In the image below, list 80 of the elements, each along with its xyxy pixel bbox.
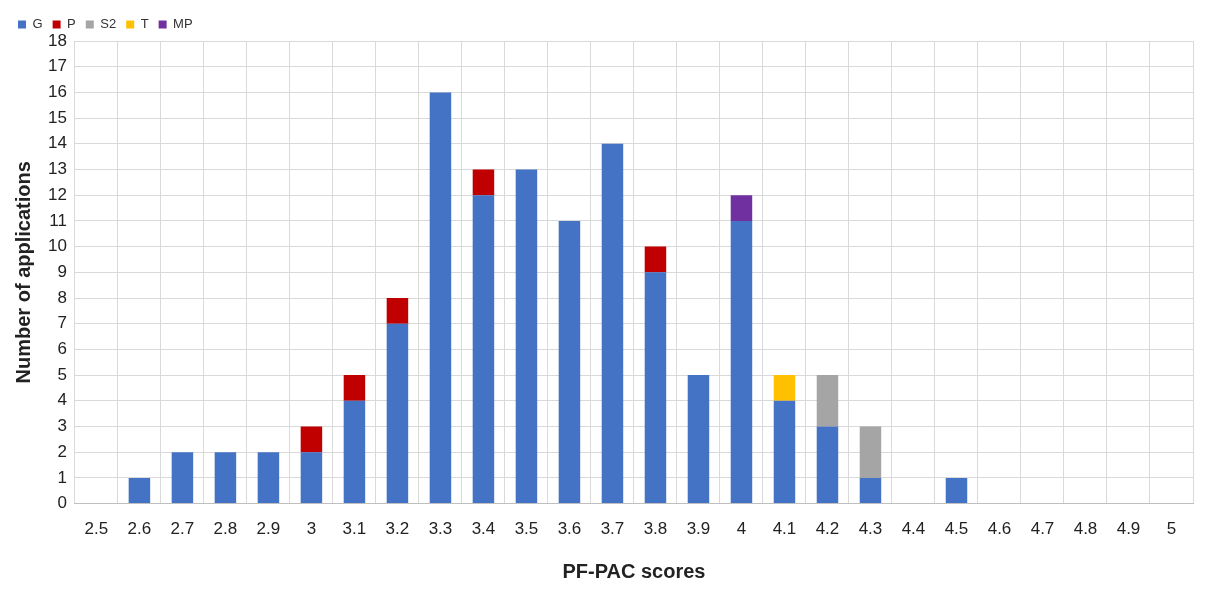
y-tick-label: 1 [57, 467, 67, 487]
bar [343, 400, 366, 504]
bar [343, 375, 366, 401]
bar [644, 246, 667, 273]
y-tick-label: 11 [49, 210, 67, 230]
x-tick-label: 4 [736, 519, 747, 539]
bar [171, 452, 194, 504]
bar [386, 298, 409, 324]
bar [601, 143, 624, 504]
bar [816, 375, 839, 427]
x-tick-label: 5 [1166, 519, 1177, 539]
bar [515, 169, 538, 504]
bar [300, 426, 323, 453]
y-tick-label: 5 [57, 364, 67, 384]
x-tick-label: 3 [306, 519, 317, 539]
x-tick-label: 2.8 [213, 519, 238, 539]
y-tick-label: 9 [57, 261, 67, 281]
x-tick-label: 3.8 [643, 519, 668, 539]
y-tick-label: 7 [57, 313, 67, 333]
y-tick-label: 8 [57, 287, 67, 307]
y-tick-label: 17 [47, 56, 67, 76]
x-tick-label: 4.9 [1116, 519, 1141, 539]
y-tick-label: 12 [47, 184, 67, 204]
y-tick-label: 10 [47, 236, 67, 256]
bar [945, 477, 968, 504]
y-tick-label: 13 [47, 159, 67, 179]
x-tick-label: 3.2 [385, 519, 410, 539]
x-tick-label: 4.5 [944, 519, 969, 539]
y-tick-label: 4 [57, 390, 67, 410]
x-tick-label: 3.4 [471, 519, 496, 539]
bar [644, 272, 667, 504]
bar [730, 220, 753, 504]
x-tick-label: 2.9 [256, 519, 281, 539]
x-tick-label: 3.3 [428, 519, 453, 539]
x-tick-label: 4.7 [1030, 519, 1055, 539]
bar [859, 477, 882, 504]
bar [300, 452, 323, 504]
bar [816, 426, 839, 504]
bar [128, 477, 151, 504]
bar [257, 452, 280, 504]
x-tick-label: 3.6 [557, 519, 582, 539]
x-tick-label: 4.6 [987, 519, 1012, 539]
x-tick-label: 4.3 [858, 519, 883, 539]
x-tick-label: 4.4 [901, 519, 926, 539]
x-tick-label: 2.6 [127, 519, 152, 539]
x-tick-label: 3.1 [342, 519, 367, 539]
bar [472, 169, 495, 196]
bar [558, 220, 581, 504]
bar [687, 375, 710, 504]
x-axis-title: PF-PAC scores [562, 559, 706, 582]
legend-label: P [67, 16, 76, 32]
bar [472, 195, 495, 504]
y-tick-label: 18 [47, 30, 67, 50]
x-tick-label: 4.1 [772, 519, 797, 539]
x-tick-label: 2.7 [170, 519, 195, 539]
legend-label: G [32, 16, 43, 32]
bar [214, 452, 237, 504]
bar [859, 426, 882, 478]
bar [730, 195, 753, 221]
x-tick-label: 4.8 [1073, 519, 1098, 539]
bar [773, 375, 796, 401]
bar [386, 323, 409, 504]
x-tick-label: 3.7 [600, 519, 625, 539]
y-tick-label: 3 [57, 416, 67, 436]
x-tick-label: 4.2 [815, 519, 840, 539]
y-tick-label: 14 [47, 133, 67, 153]
y-tick-label: 15 [47, 107, 67, 127]
legend-label: S2 [100, 16, 117, 32]
x-tick-label: 2.5 [84, 519, 109, 539]
x-tick-label: 3.9 [686, 519, 711, 539]
x-tick-label: 3.5 [514, 519, 539, 539]
legend-label: T [140, 16, 149, 32]
y-tick-label: 6 [57, 339, 67, 359]
y-axis-title: Number of applications [11, 161, 34, 384]
bar [773, 400, 796, 504]
y-tick-label: 16 [47, 82, 67, 102]
legend-label: MP [173, 16, 193, 32]
bar [429, 92, 452, 504]
y-tick-label: 0 [57, 493, 67, 513]
y-tick-label: 2 [57, 441, 67, 461]
